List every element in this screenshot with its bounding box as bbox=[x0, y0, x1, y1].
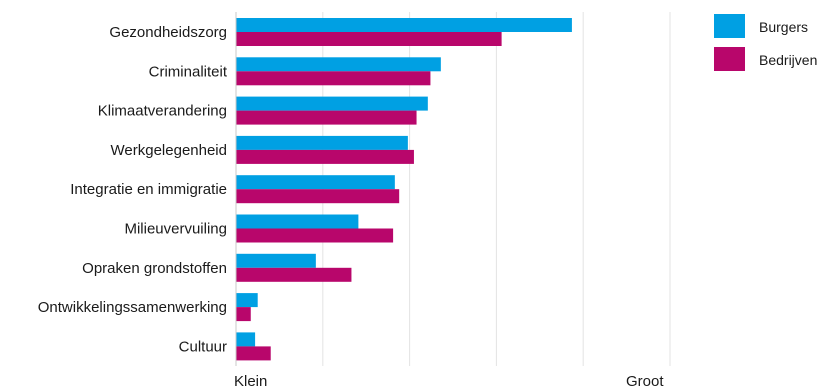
legend-label-burgers: Burgers bbox=[759, 19, 808, 35]
legend-swatch-bedrijven bbox=[714, 47, 745, 71]
category-label: Gezondheidszorg bbox=[109, 24, 227, 41]
bar-bedrijven-4 bbox=[236, 149, 414, 164]
category-label: Cultuur bbox=[179, 338, 227, 355]
category-label: Klimaatverandering bbox=[98, 103, 227, 120]
bar-burgers-1 bbox=[236, 18, 572, 32]
bar-bedrijven-2 bbox=[236, 71, 431, 86]
category-label: Ontwikkelingssamenwerking bbox=[38, 299, 227, 316]
legend: Burgers Bedrijven bbox=[714, 14, 817, 71]
bar-bedrijven-1 bbox=[236, 32, 502, 46]
category-label: Criminaliteit bbox=[149, 63, 228, 80]
bar-burgers-9 bbox=[236, 332, 256, 347]
bars bbox=[236, 18, 572, 361]
category-label: Opraken grondstoffen bbox=[82, 260, 227, 277]
bar-burgers-7 bbox=[236, 253, 316, 268]
bar-bedrijven-5 bbox=[236, 189, 400, 204]
category-label: Milieuvervuiling bbox=[124, 221, 227, 238]
bar-bedrijven-9 bbox=[236, 346, 271, 361]
bar-burgers-2 bbox=[236, 57, 441, 72]
bar-burgers-5 bbox=[236, 175, 395, 190]
category-label: Integratie en immigratie bbox=[70, 181, 227, 198]
category-label: Werkgelegenheid bbox=[111, 142, 227, 159]
category-labels: Gezondheidszorg Criminaliteit Klimaatveran… bbox=[38, 24, 228, 355]
bar-bedrijven-6 bbox=[236, 228, 394, 243]
bar-burgers-8 bbox=[236, 293, 258, 308]
legend-label-bedrijven: Bedrijven bbox=[759, 52, 817, 68]
bar-bedrijven-3 bbox=[236, 110, 417, 125]
bar-burgers-3 bbox=[236, 96, 428, 111]
bar-burgers-4 bbox=[236, 135, 408, 150]
x-axis-min-label: Klein bbox=[234, 373, 267, 389]
legend-swatch-burgers bbox=[714, 14, 745, 38]
bar-bedrijven-8 bbox=[236, 307, 251, 322]
bar-burgers-6 bbox=[236, 214, 359, 229]
bar-bedrijven-7 bbox=[236, 267, 352, 282]
x-axis-max-label: Groot bbox=[626, 373, 664, 389]
